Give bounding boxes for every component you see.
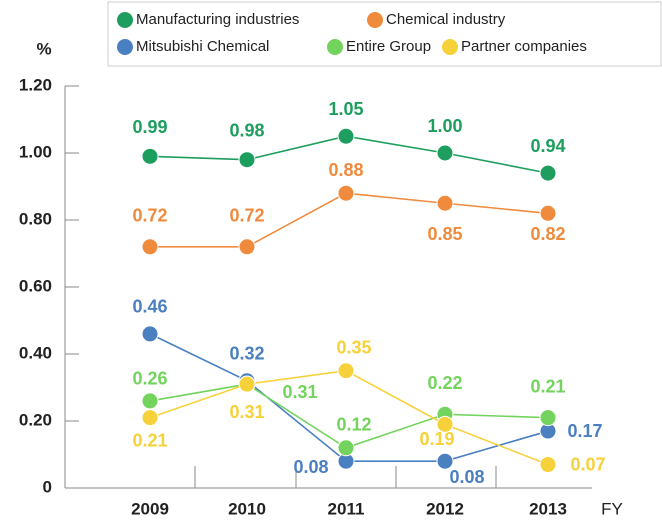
legend-marker: [117, 39, 133, 55]
data-point: [141, 409, 159, 427]
legend-marker: [442, 39, 458, 55]
legend-label: Partner companies: [461, 38, 587, 55]
data-point: [238, 151, 256, 169]
data-label: 0.72: [229, 206, 264, 226]
data-label: 0.88: [328, 160, 363, 180]
x-tick-label: 2012: [426, 499, 464, 518]
data-point: [141, 147, 159, 165]
data-label: 0.12: [336, 415, 371, 435]
data-point: [539, 456, 557, 474]
legend-marker: [327, 39, 343, 55]
series-line: [150, 192, 549, 248]
data-point: [539, 204, 557, 222]
data-label: 0.21: [132, 430, 167, 450]
data-point: [238, 375, 256, 393]
legend-label: Mitsubishi Chemical: [136, 38, 269, 55]
data-point: [436, 415, 454, 433]
data-label: 0.07: [570, 454, 605, 474]
data-label: 0.85: [427, 224, 462, 244]
legend-marker: [117, 12, 133, 28]
y-tick-label: 0.60: [19, 276, 52, 295]
data-label: 1.00: [427, 116, 462, 136]
data-point: [141, 238, 159, 256]
y-tick-label: 0.20: [19, 410, 52, 429]
legend-marker: [367, 12, 383, 28]
data-label: 0.98: [229, 120, 264, 140]
data-label: 0.32: [229, 344, 264, 364]
y-tick-label: 0.40: [19, 343, 52, 362]
data-label: 0.31: [282, 382, 317, 402]
data-point: [436, 194, 454, 212]
data-label: 0.08: [449, 467, 484, 487]
legend-box: [107, 1, 662, 67]
data-point: [539, 164, 557, 182]
data-point: [141, 392, 159, 410]
x-tick-label: 2010: [228, 499, 266, 518]
data-label: 0.31: [229, 402, 264, 422]
data-label: 0.82: [530, 224, 565, 244]
x-axis-label: FY: [601, 499, 623, 518]
data-point: [337, 439, 355, 457]
data-point: [337, 127, 355, 145]
y-tick-label: 1.20: [19, 75, 52, 94]
data-label: 0.94: [530, 136, 565, 156]
data-point: [337, 362, 355, 380]
data-label: 0.22: [427, 373, 462, 393]
data-point: [436, 452, 454, 470]
legend-label: Manufacturing industries: [136, 11, 299, 28]
data-point: [238, 238, 256, 256]
data-label: 0.72: [132, 206, 167, 226]
data-label: 0.35: [336, 338, 371, 358]
legend-label: Entire Group: [346, 38, 431, 55]
x-tick-label: 2013: [529, 499, 567, 518]
data-label: 1.05: [328, 99, 363, 119]
y-tick-label: 0.80: [19, 209, 52, 228]
y-tick-label: 0: [43, 477, 52, 496]
data-label: 0.26: [132, 369, 167, 389]
x-tick-label: 2011: [328, 499, 365, 518]
data-label: 0.19: [419, 429, 454, 449]
legend-label: Chemical industry: [386, 11, 506, 28]
data-point: [436, 144, 454, 162]
data-point: [141, 325, 159, 343]
y-axis-label: %: [36, 39, 51, 58]
y-tick-label: 1.00: [19, 142, 52, 161]
data-label: 0.08: [293, 457, 328, 477]
data-point: [337, 184, 355, 202]
data-label: 0.21: [530, 376, 565, 396]
x-tick-label: 2009: [131, 499, 169, 518]
data-label: 0.99: [132, 117, 167, 137]
data-point: [539, 409, 557, 427]
data-label: 0.17: [567, 421, 602, 441]
data-label: 0.46: [132, 297, 167, 317]
